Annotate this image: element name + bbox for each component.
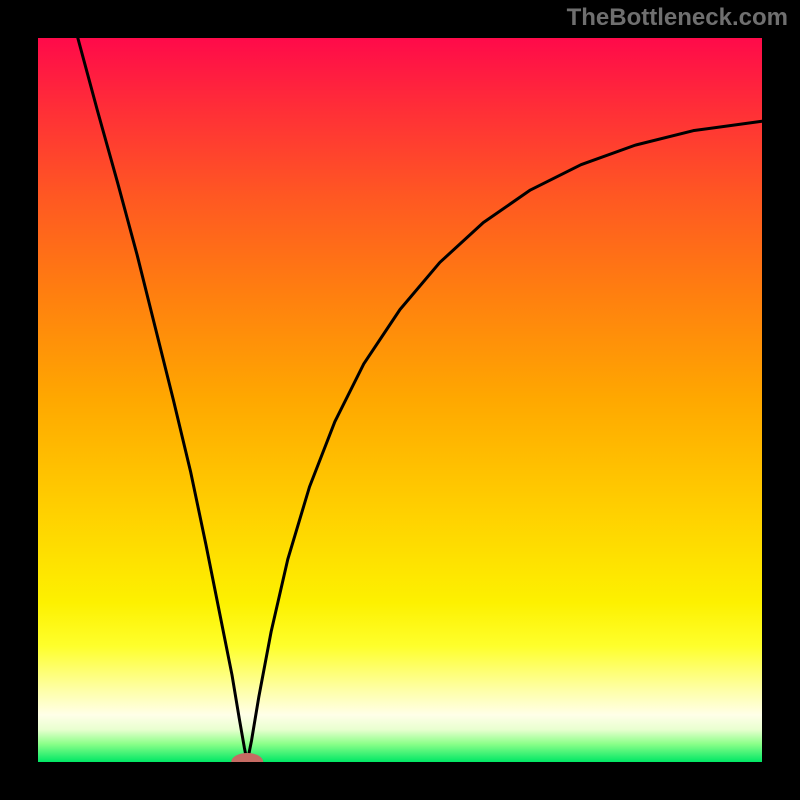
chart-plot: [38, 38, 762, 762]
gradient-background: [38, 38, 762, 762]
watermark-text: TheBottleneck.com: [567, 4, 788, 32]
chart-outer: TheBottleneck.com: [0, 0, 800, 800]
